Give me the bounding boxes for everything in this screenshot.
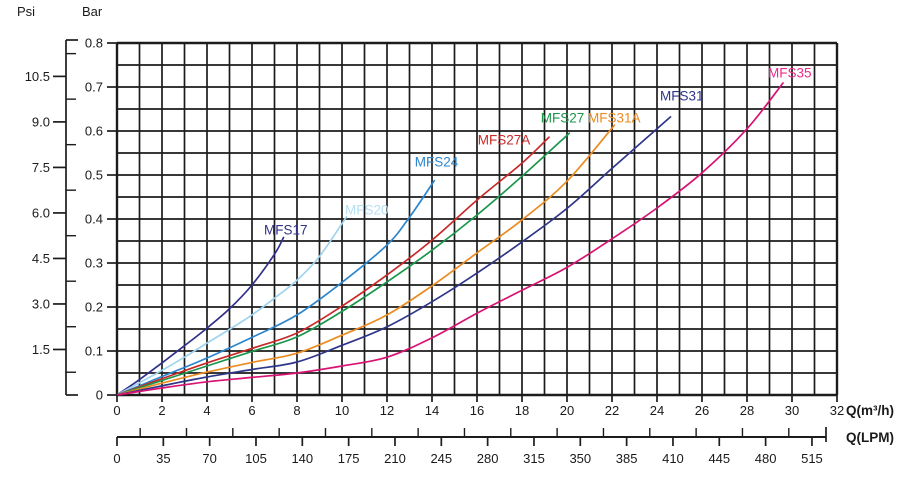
bar-axis-title: Bar [82, 4, 103, 19]
q-m3h-tick-label: 10 [335, 403, 349, 418]
q-lpm-tick-label: 410 [662, 451, 684, 466]
q-lpm-tick-label: 140 [291, 451, 313, 466]
curve-label-mfs31a: MFS31A [588, 110, 641, 125]
q-m3h-axis-title: Q(m³/h) [846, 403, 894, 418]
curve-label-mfs17: MFS17 [264, 223, 308, 238]
q-m3h-tick-label: 2 [158, 403, 165, 418]
curve-label-mfs35: MFS35 [768, 65, 812, 80]
bar-axis: 0.8 0.7 0.6 0.5 0.4 0.3 0.2 0.1 0 Bar [82, 4, 117, 403]
q-lpm-tick-label: 280 [477, 451, 499, 466]
q-m3h-tick-label: 30 [785, 403, 799, 418]
q-lpm-tick-label: 480 [755, 451, 777, 466]
q-m3h-tick-label: 14 [425, 403, 439, 418]
bar-tick-label: 0.1 [85, 344, 103, 359]
q-lpm-tick-label: 35 [156, 451, 170, 466]
psi-axis: 10.5 9.0 7.5 6.0 4.5 3.0 1.5 Psi [17, 4, 78, 396]
psi-tick-label: 3.0 [32, 296, 50, 311]
curve-mfs27a [116, 136, 550, 396]
q-m3h-tick-label: 24 [650, 403, 664, 418]
q-m3h-tick-label: 26 [695, 403, 709, 418]
q-lpm-tick-label: 350 [569, 451, 591, 466]
q-lpm-tick-label: 315 [523, 451, 545, 466]
q-m3h-tick-label: 28 [740, 403, 754, 418]
bar-tick-label: 0.8 [85, 36, 103, 51]
psi-tick-label: 1.5 [32, 342, 50, 357]
curve-labels: MFS17 MFS20 MFS24 MFS27A MFS27 MFS31A MFS31 MFS… [264, 65, 812, 237]
q-m3h-tick-label: 12 [380, 403, 394, 418]
bar-tick-label: 0.3 [85, 256, 103, 271]
curve-mfs27 [116, 132, 571, 396]
q-lpm-tick-label: 210 [384, 451, 406, 466]
bar-tick-label: 0.5 [85, 168, 103, 183]
q-m3h-axis: 0 2 4 6 8 10 12 14 16 18 20 22 24 26 28 30 32 Q(m³/h) [113, 395, 894, 418]
curve-label-mfs27: MFS27 [541, 110, 585, 125]
psi-tick-label: 9.0 [32, 114, 50, 129]
bar-tick-label: 0.2 [85, 300, 103, 315]
psi-axis-title: Psi [17, 4, 35, 19]
q-lpm-tick-label: 0 [113, 451, 120, 466]
q-lpm-tick-label: 105 [245, 451, 267, 466]
q-lpm-tick-label: 445 [708, 451, 730, 466]
curve-label-mfs27a: MFS27A [478, 132, 531, 147]
psi-tick-label: 7.5 [32, 160, 50, 175]
curve-label-mfs24: MFS24 [415, 154, 459, 169]
q-m3h-tick-label: 20 [560, 403, 574, 418]
grid-lines [115, 41, 839, 397]
q-m3h-tick-label: 0 [113, 403, 120, 418]
psi-tick-label: 4.5 [32, 251, 50, 266]
q-lpm-tick-label: 245 [430, 451, 452, 466]
curve-mfs35 [116, 82, 784, 396]
q-lpm-tick-label: 70 [202, 451, 216, 466]
q-m3h-tick-label: 6 [248, 403, 255, 418]
q-lpm-tick-label: 515 [801, 451, 823, 466]
q-m3h-tick-label: 4 [203, 403, 210, 418]
curve-mfs31a [116, 124, 616, 396]
psi-tick-label: 6.0 [32, 205, 50, 220]
q-lpm-axis-title: Q(LPM) [846, 430, 894, 445]
bar-tick-label: 0.6 [85, 124, 103, 139]
curve-mfs31 [116, 116, 672, 396]
curves [116, 82, 784, 396]
psi-tick-label: 10.5 [25, 69, 50, 84]
q-lpm-tick-label: 385 [616, 451, 638, 466]
curve-mfs24 [116, 179, 436, 396]
curve-mfs20 [116, 215, 348, 396]
bar-tick-label: 0 [96, 388, 103, 403]
q-m3h-tick-label: 18 [515, 403, 529, 418]
curve-label-mfs20: MFS20 [345, 203, 389, 218]
bar-tick-label: 0.7 [85, 80, 103, 95]
q-m3h-tick-label: 8 [293, 403, 300, 418]
bar-tick-label: 0.4 [85, 212, 103, 227]
curve-label-mfs31: MFS31 [660, 88, 704, 103]
curve-mfs17 [116, 236, 285, 396]
q-m3h-tick-label: 16 [470, 403, 484, 418]
q-lpm-tick-label: 175 [338, 451, 360, 466]
q-m3h-tick-label: 32 [830, 403, 844, 418]
q-m3h-tick-label: 22 [605, 403, 619, 418]
q-lpm-axis: 0 35 70 105 140 175 210 245 280 315 350 385 410 445 48… [113, 427, 894, 466]
